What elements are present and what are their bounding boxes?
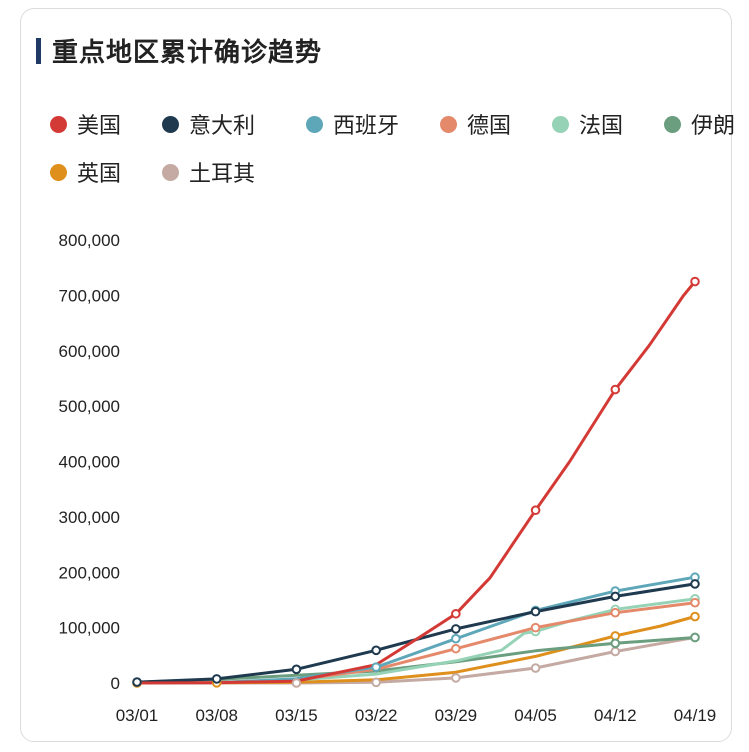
chart-card [20,8,732,742]
data-point [211,674,222,684]
data-point [610,638,621,649]
legend-label: 美国 [77,114,122,139]
data-point [451,643,461,654]
data-point [451,633,461,644]
legend-item[interactable]: 伊朗 [664,108,735,140]
y-tick-label: 100,000 [59,619,120,638]
legend-marker [162,115,179,133]
y-tick-label: 700,000 [59,286,120,305]
x-tick-label: 04/19 [674,706,717,725]
data-point [690,579,700,589]
legend-item[interactable]: 土耳其 [162,156,255,188]
legend-label: 德国 [467,114,512,139]
legend-marker [664,115,681,133]
data-point [530,606,541,617]
legend-label: 伊朗 [691,114,736,139]
data-point [530,663,541,673]
x-tick-label: 04/05 [514,706,557,725]
y-tick-label: 500,000 [59,397,120,416]
data-point [610,591,621,602]
data-point [610,384,621,395]
legend-label: 西班牙 [333,114,400,139]
y-tick-label: 800,000 [59,231,120,250]
data-point [371,662,381,672]
legend-marker [440,115,457,133]
legend-item[interactable]: 法国 [552,108,623,140]
data-point [690,611,700,622]
y-tick-label: 200,000 [59,563,120,582]
legend-marker [552,115,569,133]
title-accent-bar [36,38,41,64]
legend-item[interactable]: 意大利 [162,108,255,140]
data-point [371,677,381,688]
legend-item[interactable]: 英国 [50,156,121,188]
legend-item[interactable]: 美国 [50,108,121,140]
data-point [690,276,700,287]
data-point [451,673,461,683]
y-tick-label: 300,000 [59,508,120,527]
legend-item[interactable]: 西班牙 [306,108,399,140]
data-point [610,607,621,618]
data-point [451,608,461,619]
legend-marker [162,163,179,181]
legend-label: 英国 [77,162,122,187]
data-point [132,677,142,687]
data-point [690,632,700,643]
data-point [690,597,700,608]
y-tick-label: 600,000 [59,342,120,361]
legend-label: 意大利 [189,114,256,139]
legend-marker [50,115,67,133]
y-tick-label: 400,000 [59,453,120,472]
x-tick-label: 03/29 [435,706,478,725]
legend-label: 土耳其 [189,162,256,187]
legend-label: 法国 [579,114,624,139]
data-point [610,646,621,657]
data-point [530,505,541,516]
x-tick-label: 03/22 [355,706,398,725]
x-tick-label: 03/15 [275,706,318,725]
data-point [371,645,381,656]
data-point [530,622,541,633]
data-point [291,678,302,688]
x-tick-label: 04/12 [594,706,637,725]
y-tick-label: 0 [111,674,120,693]
data-point [291,664,302,675]
legend-marker [50,163,67,181]
x-tick-label: 03/08 [195,706,238,725]
legend-item[interactable]: 德国 [440,108,511,140]
x-tick-label: 03/01 [116,706,159,725]
data-point [451,624,461,634]
legend-marker [306,115,323,133]
series-line [135,280,697,685]
chart-title: 重点地区累计确诊趋势 [52,38,323,68]
